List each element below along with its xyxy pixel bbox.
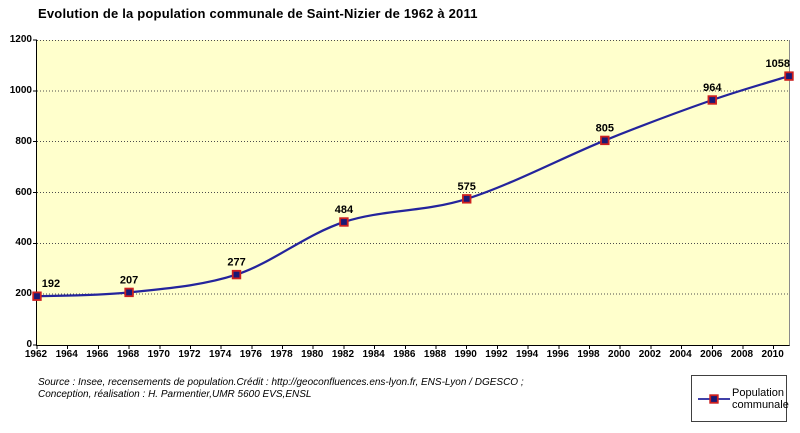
point-label: 484 — [335, 204, 354, 216]
x-tick-label: 1994 — [515, 349, 539, 360]
legend-line-marker-icon — [698, 393, 730, 404]
x-tick-label: 1968 — [116, 349, 140, 360]
x-tick-label: 1962 — [24, 349, 48, 360]
x-tick-label: 1978 — [270, 349, 293, 360]
x-tick-label: 1990 — [454, 349, 477, 360]
y-tick-label: 400 — [15, 237, 32, 249]
y-tick-label: 0 — [26, 339, 32, 350]
x-tick-label: 1974 — [209, 349, 232, 360]
y-tick-label: 1200 — [9, 34, 32, 45]
x-tick-label: 1992 — [485, 349, 508, 360]
x-tick-label: 2000 — [608, 349, 631, 360]
x-tick-label: 1984 — [362, 349, 385, 360]
x-tick-label: 1970 — [147, 349, 170, 360]
point-label: 207 — [120, 274, 138, 286]
source-line-1: Source : Insee, recensements de populati… — [38, 377, 524, 388]
x-tick-label: 1988 — [423, 349, 447, 360]
x-tick-label: 1976 — [239, 349, 262, 360]
y-tick-label: 1000 — [9, 84, 32, 96]
x-tick-label: 2010 — [761, 349, 784, 360]
point-label: 964 — [703, 82, 722, 94]
point-label: 277 — [227, 257, 245, 269]
chart-title: Evolution de la population communale de … — [38, 6, 478, 21]
x-tick-label: 1996 — [546, 349, 569, 360]
plot-area: 192 207 277 484 575 805 964 1058 — [32, 39, 794, 349]
point-label: 575 — [458, 181, 476, 193]
x-tick-label: 1998 — [577, 349, 600, 360]
y-tick-label: 600 — [15, 186, 32, 198]
legend-label: Population communale — [732, 386, 789, 411]
source-note: Source : Insee, recensements de populati… — [38, 377, 658, 401]
x-tick-label: 1986 — [393, 349, 416, 360]
line-plot: 192 207 277 484 575 805 964 1058 — [32, 39, 794, 349]
y-axis-labels: 0 200 400 600 800 1000 1200 — [0, 0, 32, 433]
point-label: 192 — [42, 278, 60, 290]
x-tick-label: 1966 — [86, 349, 109, 360]
legend: Population communale — [691, 375, 789, 422]
point-label: 805 — [596, 122, 614, 134]
source-line-2: Conception, réalisation : H. Parmentier,… — [38, 389, 312, 400]
x-tick-label: 1982 — [331, 349, 355, 360]
x-tick-label: 1964 — [55, 349, 78, 360]
x-tick-label: 1972 — [178, 349, 201, 360]
x-tick-label: 2004 — [669, 349, 692, 360]
x-tick-label: 2008 — [730, 349, 754, 360]
x-tick-label: 2002 — [638, 349, 661, 360]
y-tick-label: 200 — [15, 288, 32, 300]
x-tick-label: 2006 — [700, 349, 723, 360]
x-tick-label: 1980 — [301, 349, 324, 360]
point-label: 1058 — [766, 58, 790, 70]
y-tick-label: 800 — [15, 135, 32, 147]
